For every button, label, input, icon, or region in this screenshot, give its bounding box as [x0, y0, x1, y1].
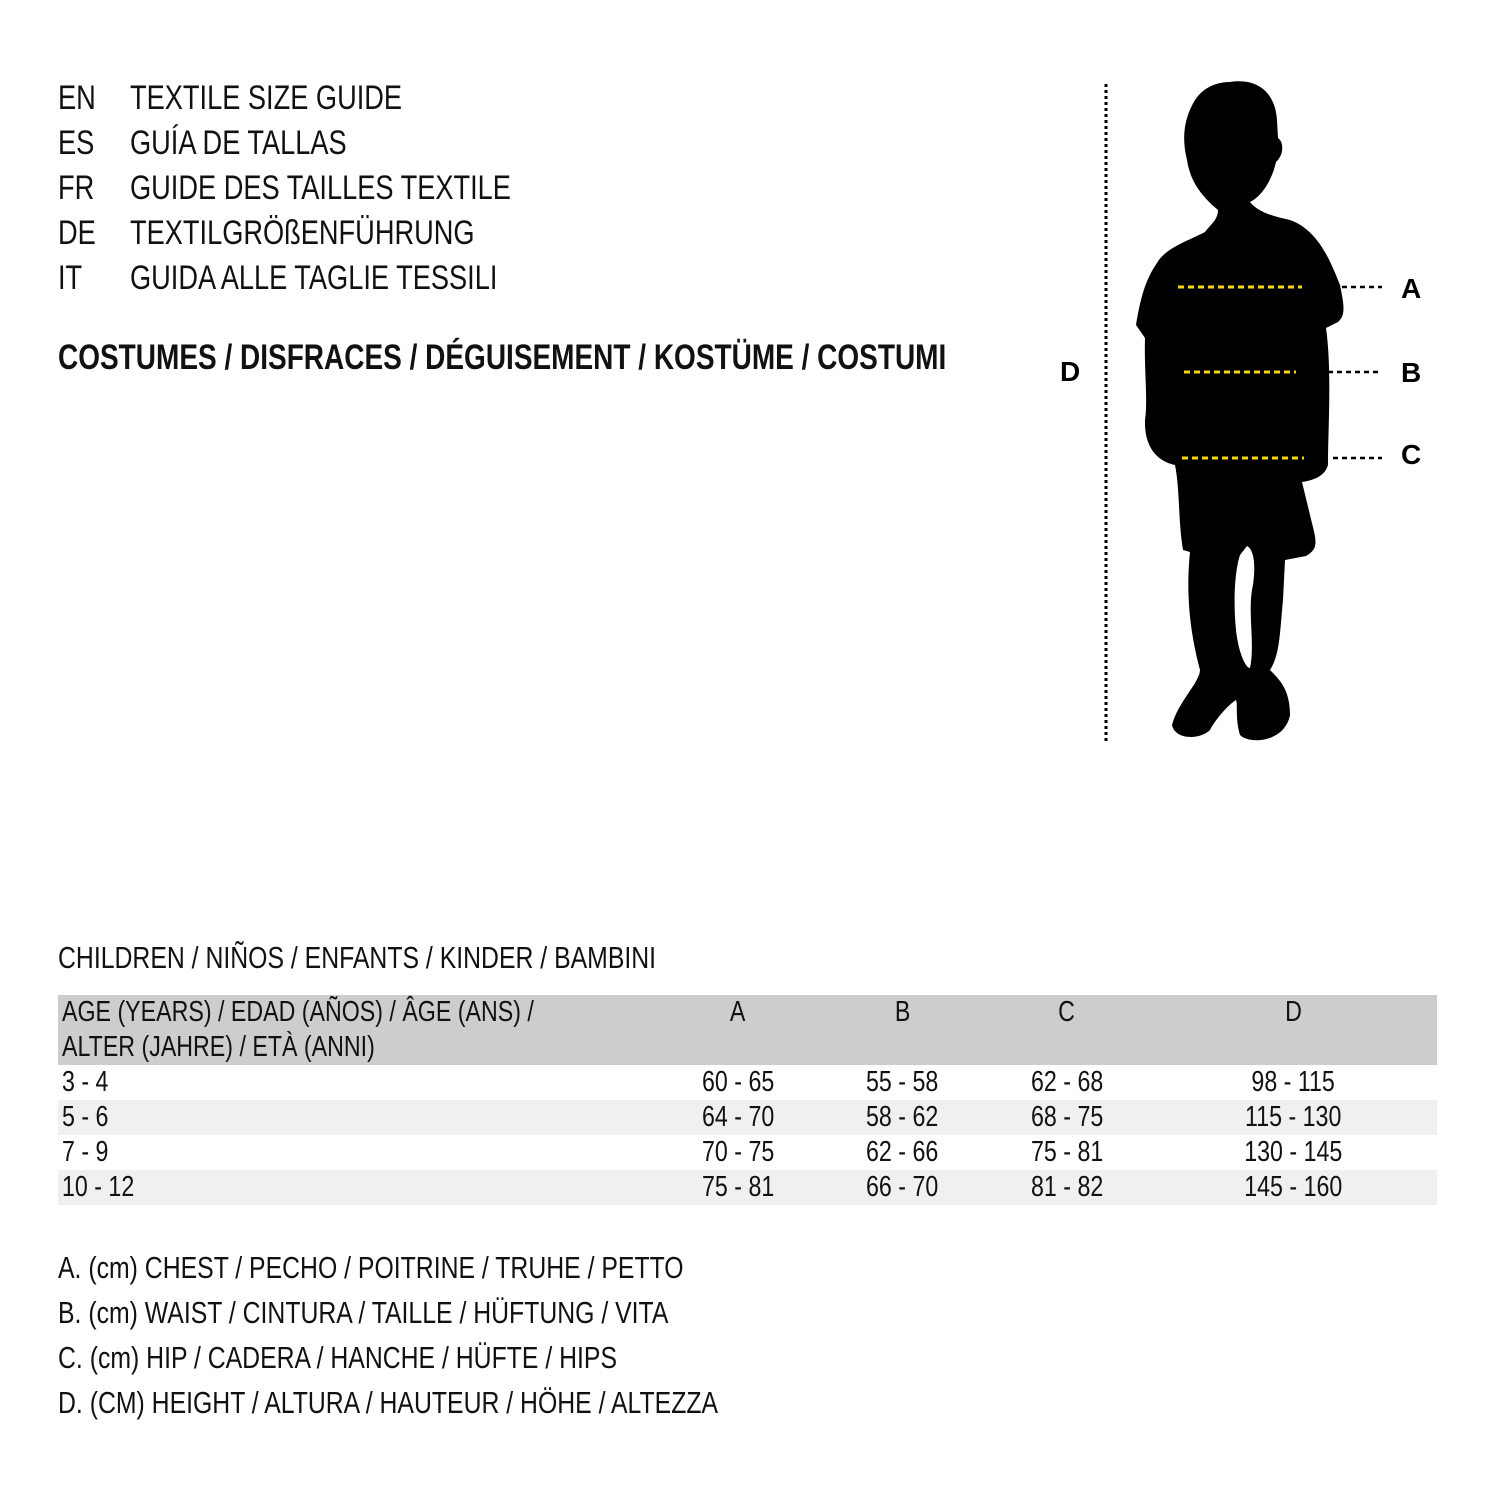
table-row: 3 - 4 60 - 65 55 - 58 62 - 68 98 - 115 — [58, 1065, 1437, 1100]
cell-d: 145 - 160 — [1243, 1171, 1343, 1203]
lang-code-it: IT — [58, 259, 83, 297]
cell-c: 62 - 68 — [1030, 1066, 1103, 1098]
cell-c: 81 - 82 — [1030, 1171, 1103, 1203]
cell-age: 7 - 9 — [62, 1136, 109, 1168]
header-d: D — [1284, 996, 1302, 1028]
cell-c: 75 - 81 — [1030, 1136, 1103, 1168]
cell-d: 130 - 145 — [1243, 1136, 1343, 1168]
cell-c: 68 - 75 — [1030, 1101, 1103, 1133]
table-row: 10 - 12 75 - 81 66 - 70 81 - 82 145 - 16… — [58, 1170, 1437, 1205]
cell-d: 115 - 130 — [1244, 1101, 1342, 1133]
size-table: AGE (YEARS) / EDAD (AÑOS) / ÂGE (ANS) / A… — [58, 995, 1437, 1205]
label-c: C — [1401, 439, 1421, 470]
cell-b: 55 - 58 — [866, 1066, 939, 1098]
legend-item-hip: C. (cm) HIP / CADERA / HANCHE / HÜFTE / … — [58, 1340, 617, 1375]
child-silhouette-figure: A B C D — [1060, 81, 1421, 742]
lang-title-it: GUIDA ALLE TAGLIE TESSILI — [130, 259, 498, 297]
leg-gap — [1234, 546, 1255, 668]
table-row: 7 - 9 70 - 75 62 - 66 75 - 81 130 - 145 — [58, 1135, 1437, 1170]
lang-code-en: EN — [58, 79, 96, 117]
lang-title-en: TEXTILE SIZE GUIDE — [130, 79, 403, 117]
label-a: A — [1401, 273, 1421, 304]
legend-item-height: D. (CM) HEIGHT / ALTURA / HAUTEUR / HÖHE… — [58, 1385, 719, 1420]
cell-a: 64 - 70 — [701, 1101, 775, 1133]
section-title: CHILDREN / NIÑOS / ENFANTS / KINDER / BA… — [58, 940, 657, 975]
header-a: A — [730, 996, 746, 1028]
legend-item-waist: B. (cm) WAIST / CINTURA / TAILLE / HÜFTU… — [58, 1295, 669, 1330]
cell-b: 62 - 66 — [866, 1136, 939, 1168]
table-header-row: AGE (YEARS) / EDAD (AÑOS) / ÂGE (ANS) / A… — [58, 995, 1437, 1065]
cell-b: 58 - 62 — [866, 1101, 939, 1133]
lang-title-fr: GUIDE DES TAILLES TEXTILE — [130, 169, 511, 207]
cell-age: 10 - 12 — [62, 1171, 135, 1203]
cell-age: 5 - 6 — [62, 1101, 109, 1133]
cell-d: 98 - 115 — [1251, 1066, 1335, 1098]
category-title: COSTUMES / DISFRACES / DÉGUISEMENT / KOS… — [58, 338, 947, 377]
cell-b: 66 - 70 — [866, 1171, 939, 1203]
lang-code-de: DE — [58, 214, 96, 252]
lang-code-es: ES — [58, 124, 95, 162]
label-d: D — [1060, 356, 1080, 387]
header-b: B — [894, 996, 911, 1028]
child-silhouette — [1136, 81, 1344, 741]
cell-age: 3 - 4 — [62, 1066, 109, 1098]
header-age: AGE (YEARS) / EDAD (AÑOS) / ÂGE (ANS) / A… — [62, 996, 534, 1063]
cell-a: 75 - 81 — [701, 1171, 775, 1203]
lang-title-de: TEXTILGRÖßENFÜHRUNG — [130, 214, 475, 252]
table-row: 5 - 6 64 - 70 58 - 62 68 - 75 115 - 130 — [58, 1100, 1437, 1135]
label-b: B — [1401, 357, 1421, 388]
header-c: C — [1058, 996, 1076, 1028]
cell-a: 70 - 75 — [701, 1136, 775, 1168]
lang-code-fr: FR — [58, 169, 95, 207]
legend-item-chest: A. (cm) CHEST / PECHO / POITRINE / TRUHE… — [58, 1250, 684, 1285]
cell-a: 60 - 65 — [701, 1066, 775, 1098]
lang-title-es: GUÍA DE TALLAS — [130, 124, 347, 162]
